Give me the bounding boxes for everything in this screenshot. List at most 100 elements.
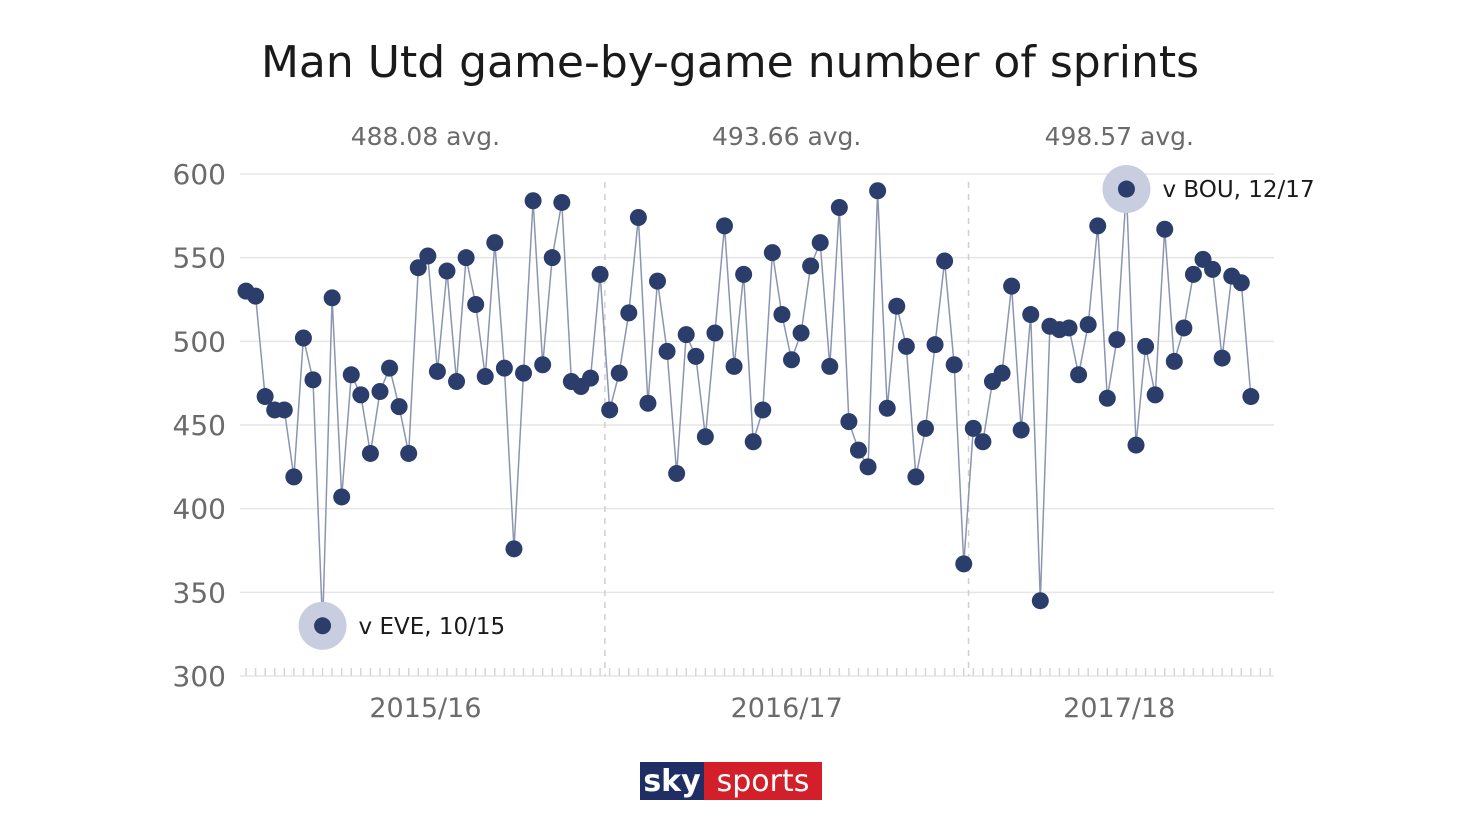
data-point: [696, 428, 714, 446]
data-point: [285, 468, 303, 486]
data-point: [1098, 389, 1116, 407]
data-point: [859, 458, 877, 476]
data-point: [639, 394, 657, 412]
data-point: [1213, 349, 1231, 367]
season-average-label: 488.08 avg.: [351, 122, 500, 151]
x-axis-minor-ticks: [245, 668, 1271, 676]
y-tick-label: 450: [173, 409, 226, 442]
logo-sky-text: sky: [643, 764, 701, 799]
data-point: [1031, 592, 1049, 610]
y-axis-ticks: 300 350 400 450 500 550 600: [173, 158, 226, 693]
data-point: [390, 398, 408, 416]
data-point: [658, 342, 676, 360]
logo-right-block: [704, 762, 822, 800]
data-point: [763, 244, 781, 262]
data-point: [1137, 337, 1155, 355]
data-point: [849, 441, 867, 459]
data-point: [993, 364, 1011, 382]
data-point: [677, 326, 695, 344]
data-point: [601, 401, 619, 419]
data-point: [1146, 386, 1164, 404]
data-point: [716, 217, 734, 235]
annotation-label: v BOU, 12/17: [1162, 177, 1314, 203]
data-point: [735, 265, 753, 283]
season-label: 2015/16: [369, 693, 481, 724]
data-point: [620, 304, 638, 322]
data-point: [534, 356, 552, 374]
data-point: [448, 372, 466, 390]
data-point: [1079, 316, 1097, 334]
data-point: [821, 357, 839, 375]
data-point: [515, 364, 533, 382]
y-tick-label: 300: [173, 660, 226, 693]
data-point: [897, 337, 915, 355]
data-point: [553, 193, 571, 211]
data-point: [476, 367, 494, 385]
data-point: [945, 356, 963, 374]
season-average-label: 493.66 avg.: [712, 122, 861, 151]
data-point: [811, 234, 829, 252]
annotations: v EVE, 10/15 v BOU, 12/17: [359, 177, 1315, 640]
sky-sports-logo: sky sports: [640, 762, 822, 800]
data-point: [1184, 265, 1202, 283]
annotation-label: v EVE, 10/15: [359, 614, 506, 640]
data-point: [888, 297, 906, 315]
data-point: [1022, 306, 1040, 324]
data-point: [1117, 180, 1135, 198]
data-point: [371, 383, 389, 401]
data-point: [428, 362, 446, 380]
series-line: [245, 189, 1252, 626]
data-point: [706, 324, 724, 342]
data-point: [294, 329, 312, 347]
data-point: [505, 540, 523, 558]
data-point: [591, 265, 609, 283]
data-point: [744, 433, 762, 451]
data-point: [400, 444, 418, 462]
data-point: [916, 419, 934, 437]
data-point: [438, 262, 456, 280]
data-point: [936, 252, 954, 270]
gridlines: [240, 173, 1274, 677]
data-point: [275, 401, 293, 419]
series-sprints: [237, 165, 1260, 650]
data-point: [802, 257, 820, 275]
data-point: [381, 359, 399, 377]
data-point: [1060, 319, 1078, 337]
data-point: [352, 386, 370, 404]
data-point: [314, 617, 332, 635]
data-point: [725, 357, 743, 375]
y-tick-label: 350: [173, 576, 226, 609]
data-point: [649, 272, 667, 290]
data-point: [964, 419, 982, 437]
data-point: [486, 234, 504, 252]
data-point: [247, 287, 265, 305]
data-point: [1070, 366, 1088, 384]
season-labels: 2015/16 2016/17 2017/18: [369, 693, 1175, 724]
data-point: [830, 198, 848, 216]
chart-title: Man Utd game-by-game number of sprints: [261, 37, 1199, 88]
season-dividers: [604, 182, 970, 676]
season-average-labels: 488.08 avg. 493.66 avg. 498.57 avg.: [351, 122, 1194, 151]
data-point: [1175, 319, 1193, 337]
logo-sports-text: sports: [717, 764, 810, 799]
data-point: [1204, 260, 1222, 278]
y-tick-label: 400: [173, 493, 226, 526]
data-point: [323, 289, 341, 307]
data-point: [1165, 352, 1183, 370]
data-point: [840, 413, 858, 431]
data-point: [1003, 277, 1021, 295]
data-point: [467, 296, 485, 314]
data-point: [1108, 331, 1126, 349]
data-point: [1156, 220, 1174, 238]
data-point: [878, 399, 896, 417]
data-point: [629, 209, 647, 227]
data-point: [974, 433, 992, 451]
data-point: [582, 369, 600, 387]
data-point: [1089, 217, 1107, 235]
y-tick-label: 500: [173, 325, 226, 358]
season-label: 2016/17: [731, 693, 843, 724]
data-point: [524, 192, 542, 210]
data-point: [687, 347, 705, 365]
data-point: [754, 401, 772, 419]
